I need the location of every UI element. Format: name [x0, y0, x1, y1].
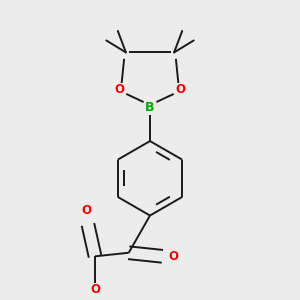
- Text: O: O: [81, 204, 91, 217]
- Text: O: O: [175, 83, 185, 96]
- Text: O: O: [169, 250, 179, 263]
- Text: O: O: [115, 83, 125, 96]
- Text: B: B: [145, 101, 155, 114]
- Text: O: O: [90, 284, 100, 296]
